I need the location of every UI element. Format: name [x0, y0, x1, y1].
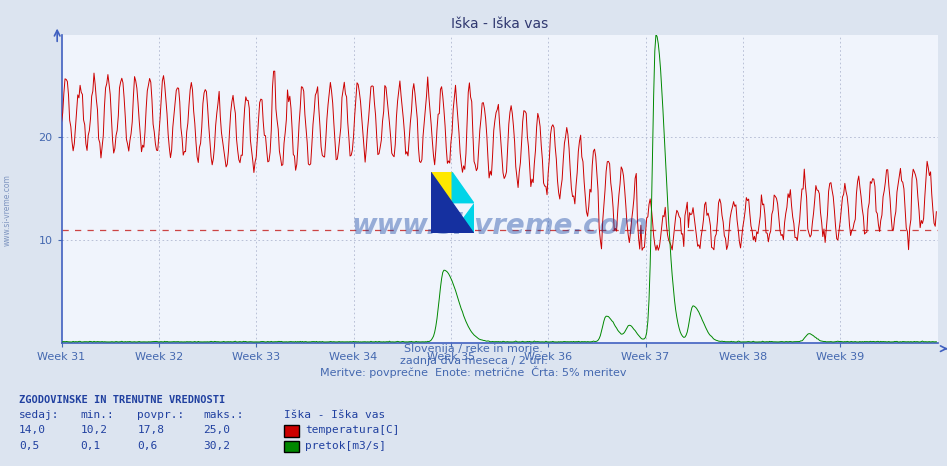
Text: 0,1: 0,1 — [80, 441, 100, 451]
Text: 30,2: 30,2 — [204, 441, 231, 451]
Title: Iška - Iška vas: Iška - Iška vas — [451, 17, 548, 31]
Text: pretok[m3/s]: pretok[m3/s] — [305, 441, 386, 451]
Text: ZGODOVINSKE IN TRENUTNE VREDNOSTI: ZGODOVINSKE IN TRENUTNE VREDNOSTI — [19, 395, 225, 405]
Text: temperatura[C]: temperatura[C] — [305, 425, 400, 435]
Text: zadnja dva meseca / 2 uri.: zadnja dva meseca / 2 uri. — [400, 356, 547, 366]
Text: 10,2: 10,2 — [80, 425, 108, 435]
Polygon shape — [431, 172, 453, 203]
Text: min.:: min.: — [80, 410, 115, 420]
Text: Iška - Iška vas: Iška - Iška vas — [284, 410, 385, 420]
Polygon shape — [431, 172, 474, 233]
Polygon shape — [431, 172, 453, 203]
Text: Slovenija / reke in morje.: Slovenija / reke in morje. — [404, 344, 543, 354]
Text: maks.:: maks.: — [204, 410, 244, 420]
Text: 25,0: 25,0 — [204, 425, 231, 435]
Text: 14,0: 14,0 — [19, 425, 46, 435]
Text: 17,8: 17,8 — [137, 425, 165, 435]
Text: Meritve: povprečne  Enote: metrične  Črta: 5% meritev: Meritve: povprečne Enote: metrične Črta:… — [320, 366, 627, 378]
Text: 0,6: 0,6 — [137, 441, 157, 451]
Text: 0,5: 0,5 — [19, 441, 39, 451]
Polygon shape — [453, 172, 474, 203]
Text: www.si-vreme.com: www.si-vreme.com — [3, 174, 12, 246]
Text: www.si-vreme.com: www.si-vreme.com — [351, 212, 648, 240]
Polygon shape — [453, 203, 474, 233]
Text: sedaj:: sedaj: — [19, 410, 60, 420]
Text: povpr.:: povpr.: — [137, 410, 185, 420]
